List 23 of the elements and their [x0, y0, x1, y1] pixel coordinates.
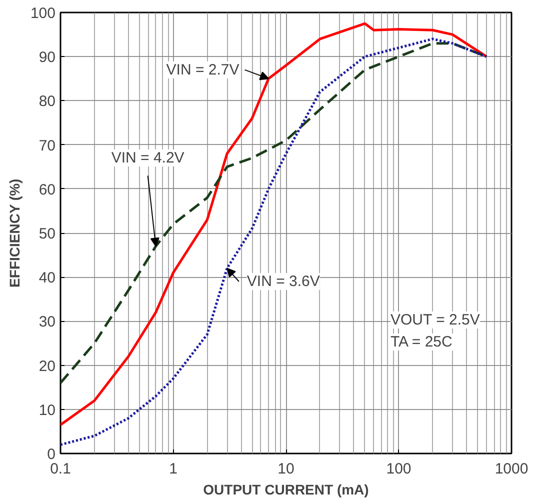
- x-tick-label: 1000: [494, 460, 528, 478]
- annotation: TA = 25C: [390, 334, 453, 350]
- y-tick-label: 90: [38, 49, 56, 66]
- x-tick-label: 0.1: [50, 460, 71, 478]
- y-tick-label: 80: [38, 93, 56, 110]
- x-axis-title: OUTPUT CURRENT (mA): [203, 482, 369, 498]
- y-tick-label: 100: [30, 5, 56, 22]
- text: VIN = 4.2V: [111, 150, 184, 167]
- y-tick-label: 0: [47, 446, 56, 463]
- y-tick-label: 20: [38, 358, 56, 375]
- y-tick-label: 30: [38, 314, 56, 331]
- y-tick-label: 10: [38, 402, 56, 419]
- y-tick-label: 40: [38, 270, 56, 287]
- x-tick-label: 1: [169, 460, 178, 478]
- y-tick-label: 60: [38, 181, 56, 198]
- series-label: VIN = 2.7V: [166, 61, 240, 78]
- x-tick-label: 10: [278, 460, 294, 478]
- y-axis-title: EFFICIENCY (%): [6, 178, 22, 288]
- annotation: VOUT = 2.5V: [390, 312, 480, 328]
- series-label: VIN = 3.6V: [246, 273, 320, 290]
- y-tick-label: 70: [38, 137, 56, 154]
- x-tick-label: 100: [386, 460, 412, 478]
- y-tick-label: 50: [38, 226, 56, 242]
